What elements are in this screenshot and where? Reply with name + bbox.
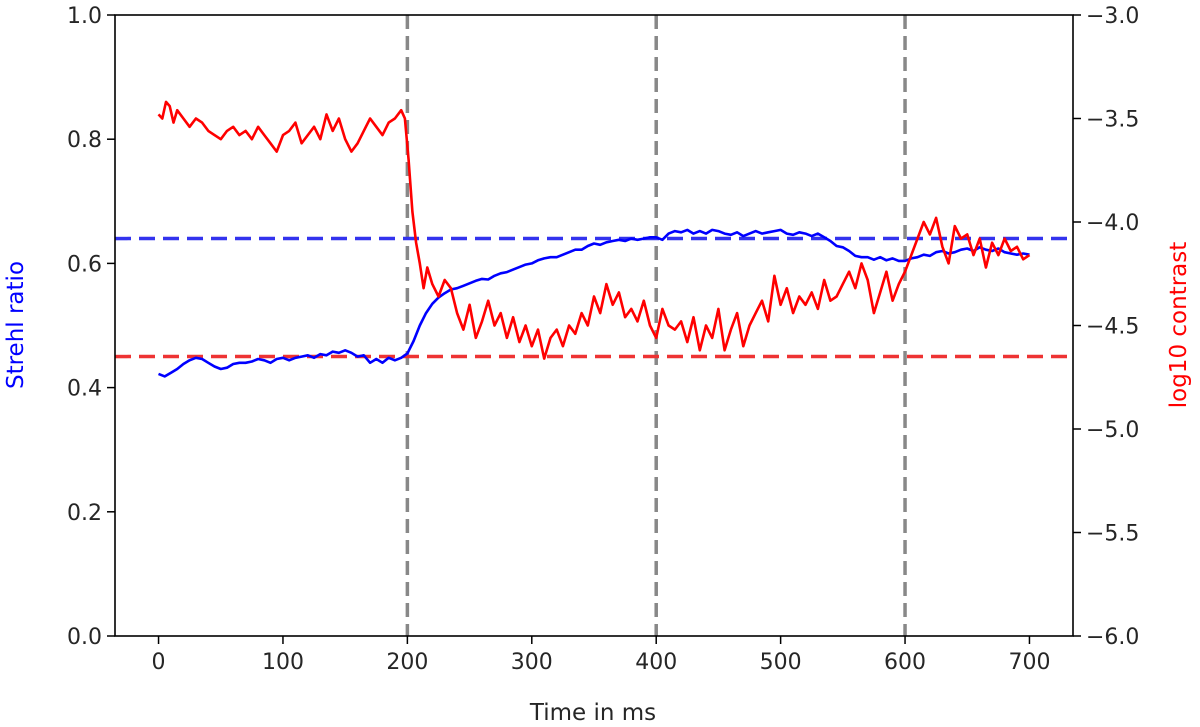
- left-y-tick-label: 0.2: [67, 501, 102, 526]
- right-y-tick-label: −3.5: [1086, 108, 1139, 133]
- plot-area: [115, 15, 1073, 636]
- x-tick-label: 600: [884, 650, 926, 675]
- plot-frame: [114, 14, 1074, 637]
- left-y-tick-label: 0.8: [67, 128, 102, 153]
- x-tick-label: 0: [152, 650, 166, 675]
- x-tick-label: 500: [760, 650, 802, 675]
- axes: 0 100 200 300 400 500 600 700 0.0 0.2 0.4 0.6 0.8 1.0…: [67, 4, 1139, 675]
- right-y-tick-label: −3.0: [1086, 4, 1139, 29]
- left-y-axis-label: Strehl ratio: [3, 261, 29, 389]
- x-tick-label: 300: [511, 650, 553, 675]
- right-y-tick-label: −4.0: [1086, 211, 1139, 236]
- left-y-tick-label: 1.0: [67, 4, 102, 29]
- x-axis-label: Time in ms: [529, 700, 656, 726]
- x-tick-label: 400: [635, 650, 677, 675]
- strehl-ratio-series-line: [158, 228, 1030, 378]
- right-y-axis-label: log10 contrast: [1166, 242, 1192, 409]
- x-tick-label: 700: [1008, 650, 1050, 675]
- x-tick-label: 200: [386, 650, 428, 675]
- left-y-tick-label: 0.6: [67, 252, 102, 277]
- right-y-tick-label: −5.0: [1086, 418, 1139, 443]
- right-y-tick-label: −4.5: [1086, 315, 1139, 340]
- right-y-tick-label: −6.0: [1086, 625, 1139, 650]
- left-y-tick-label: 0.0: [67, 625, 102, 650]
- left-y-tick-label: 0.4: [67, 377, 102, 402]
- right-y-tick-label: −5.5: [1086, 522, 1139, 547]
- log10-contrast-series-line: [157, 100, 1031, 360]
- x-tick-label: 100: [262, 650, 304, 675]
